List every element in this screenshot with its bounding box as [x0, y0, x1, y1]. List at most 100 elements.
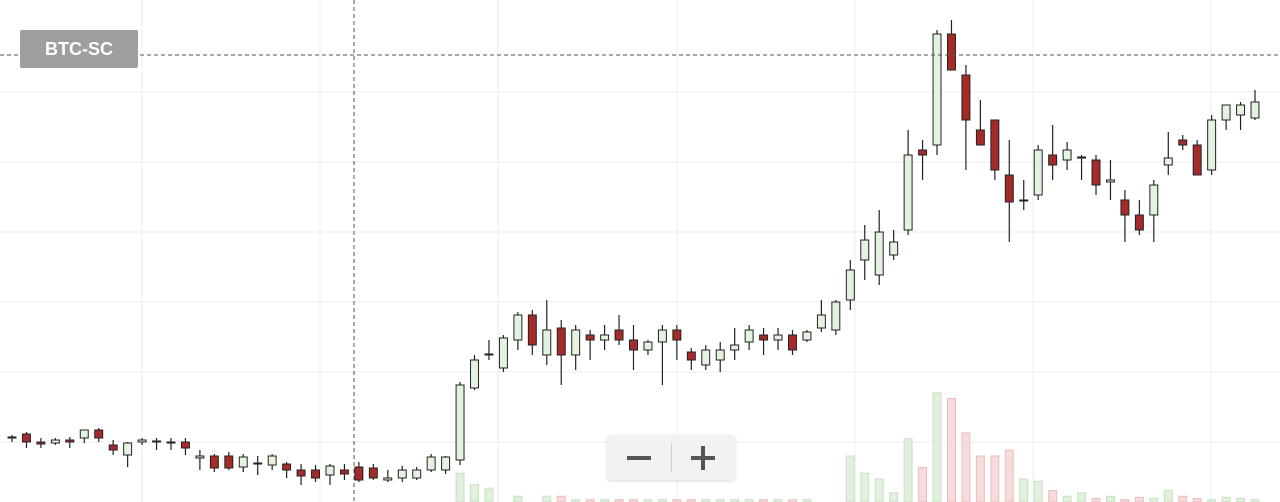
volume-bar — [874, 478, 884, 502]
candle-body — [1062, 149, 1072, 161]
volume-bar — [1207, 499, 1217, 502]
candle-body — [21, 433, 31, 443]
zoom-out-button[interactable] — [607, 435, 671, 480]
candle-body — [282, 463, 292, 471]
volume-bar — [470, 484, 479, 502]
candle-body — [484, 353, 494, 356]
candle-body — [470, 359, 479, 389]
candle-body — [1048, 154, 1058, 166]
candle-body — [267, 455, 277, 466]
volume-bar — [1134, 496, 1144, 502]
candle-body — [889, 241, 899, 256]
candle-body — [614, 329, 624, 341]
volume-bar — [542, 495, 552, 502]
candle-body — [152, 440, 162, 443]
volume-bar — [1062, 495, 1072, 502]
candle-body — [137, 439, 147, 443]
candle-body — [441, 456, 451, 471]
candle-body — [50, 439, 60, 444]
candle-body — [686, 351, 696, 361]
candle-body — [571, 329, 581, 356]
candle-body — [94, 429, 104, 439]
volume-bar — [1004, 449, 1014, 502]
volume-bar — [1149, 498, 1159, 502]
candle-body — [816, 314, 826, 329]
volume-bar — [1236, 498, 1246, 502]
candle-body — [1236, 104, 1246, 116]
candle-body — [860, 239, 870, 261]
candle-body — [1178, 139, 1188, 146]
volume-bar — [1048, 490, 1058, 502]
volume-bar — [1105, 495, 1115, 502]
volume-bar — [802, 499, 812, 502]
candle-body — [296, 469, 306, 477]
volume-layer — [455, 392, 1260, 502]
candle-body — [715, 349, 725, 361]
volume-bar — [701, 499, 711, 502]
zoom-in-button[interactable] — [670, 443, 736, 472]
volume-bar — [1019, 478, 1029, 502]
candle-body — [773, 334, 783, 341]
candle-body — [643, 341, 653, 351]
volume-bar — [1178, 495, 1188, 502]
volume-bar — [1077, 492, 1087, 502]
candle-body — [79, 429, 89, 439]
volume-bar — [759, 499, 769, 502]
candle-body — [513, 314, 523, 341]
volume-bar — [513, 495, 523, 502]
candle-body — [1004, 174, 1014, 203]
volume-bar — [686, 499, 696, 502]
candle-body — [701, 349, 711, 366]
candle-body — [961, 74, 971, 121]
candle-body — [311, 469, 320, 479]
candle-body — [585, 334, 595, 341]
candle-body — [759, 334, 769, 341]
candle-body — [1149, 184, 1159, 216]
candle-body — [1091, 159, 1101, 186]
candle-body — [36, 441, 46, 445]
volume-bar — [961, 432, 971, 502]
volume-bar — [556, 495, 566, 502]
candle-body — [932, 33, 942, 146]
candle-body — [339, 469, 349, 475]
candle-body — [527, 314, 537, 346]
volume-bar — [773, 499, 783, 502]
candle-body — [383, 477, 393, 481]
candle-body — [975, 129, 985, 146]
volume-bar — [845, 455, 855, 502]
candle-body — [542, 329, 552, 356]
candle-body — [802, 331, 812, 341]
candle-body — [903, 154, 913, 231]
candle-body — [1163, 157, 1173, 166]
candle-body — [1221, 104, 1231, 121]
volume-bar — [947, 398, 956, 502]
candle-body — [180, 441, 190, 449]
candle-body — [657, 329, 667, 343]
volume-bar — [585, 499, 595, 502]
candle-body — [672, 329, 682, 341]
candle-body — [108, 444, 118, 451]
volume-bar — [932, 392, 942, 502]
candle-body — [412, 469, 422, 479]
volume-bar — [600, 499, 610, 502]
minus-icon — [626, 455, 651, 460]
candle-body — [65, 439, 75, 443]
candle-body — [238, 456, 248, 468]
candle-body — [397, 469, 407, 479]
volume-bar — [990, 455, 1000, 502]
candle-body — [123, 442, 133, 456]
candle-body — [426, 456, 436, 471]
candle-body — [498, 337, 508, 369]
volume-bar — [614, 499, 624, 502]
candle-body — [1105, 179, 1115, 183]
volume-bar — [643, 499, 653, 502]
candle-body — [874, 231, 884, 276]
volume-bar — [715, 499, 725, 502]
volume-bar — [903, 438, 913, 502]
candle-body — [788, 334, 797, 351]
candle-body — [1077, 156, 1087, 159]
volume-bar — [571, 499, 581, 502]
